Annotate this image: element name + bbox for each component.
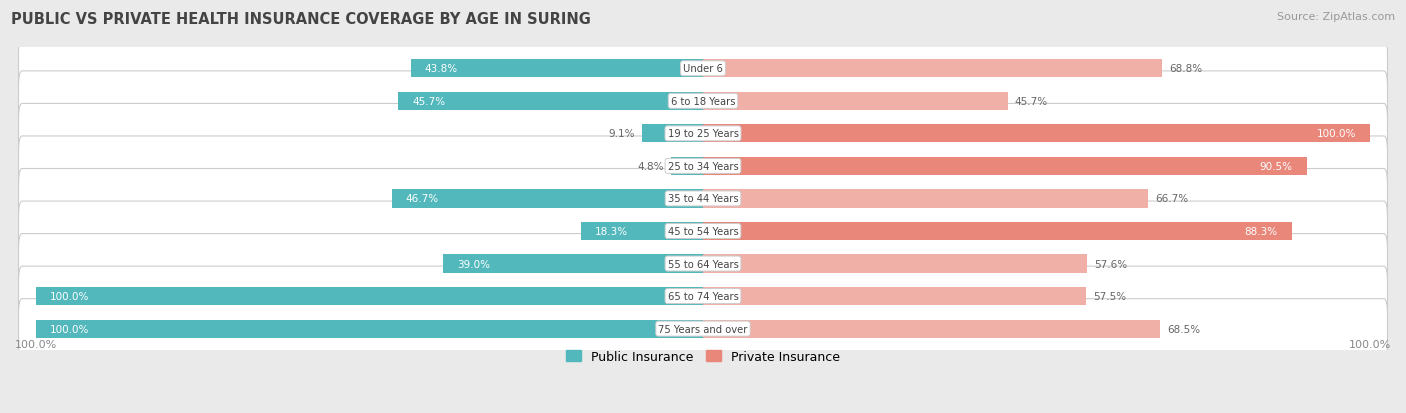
Bar (411, 60, 703, 78)
Text: 19 to 25 Years: 19 to 25 Years (668, 129, 738, 139)
Text: 45 to 54 Years: 45 to 54 Years (668, 226, 738, 236)
Bar (703, 287, 1087, 306)
Text: 75 Years and over: 75 Years and over (658, 324, 748, 334)
Bar (703, 60, 1161, 78)
Text: 100.0%: 100.0% (1316, 129, 1355, 139)
Bar (703, 93, 1008, 111)
FancyBboxPatch shape (18, 169, 1388, 229)
Text: 100.0%: 100.0% (51, 324, 90, 334)
Text: 100.0%: 100.0% (51, 291, 90, 301)
Text: 57.6%: 57.6% (1094, 259, 1128, 269)
Bar (443, 255, 703, 273)
FancyBboxPatch shape (18, 72, 1388, 131)
Legend: Public Insurance, Private Insurance: Public Insurance, Private Insurance (561, 345, 845, 368)
Text: 45.7%: 45.7% (412, 97, 446, 107)
Text: Under 6: Under 6 (683, 64, 723, 74)
Bar (581, 222, 703, 240)
FancyBboxPatch shape (18, 266, 1388, 326)
FancyBboxPatch shape (18, 137, 1388, 196)
Text: 68.8%: 68.8% (1168, 64, 1202, 74)
Bar (703, 255, 1087, 273)
Text: 35 to 44 Years: 35 to 44 Years (668, 194, 738, 204)
Bar (703, 222, 1292, 240)
Bar (703, 320, 1160, 338)
Text: 57.5%: 57.5% (1094, 291, 1126, 301)
Text: 66.7%: 66.7% (1154, 194, 1188, 204)
Text: 18.3%: 18.3% (595, 226, 628, 236)
FancyBboxPatch shape (18, 299, 1388, 358)
Bar (671, 157, 703, 176)
Text: 39.0%: 39.0% (457, 259, 489, 269)
Text: 6 to 18 Years: 6 to 18 Years (671, 97, 735, 107)
Bar (37, 287, 703, 306)
FancyBboxPatch shape (18, 39, 1388, 99)
Bar (398, 93, 703, 111)
Bar (703, 157, 1306, 176)
Text: 45.7%: 45.7% (1015, 97, 1047, 107)
Text: 100.0%: 100.0% (15, 339, 58, 349)
FancyBboxPatch shape (18, 104, 1388, 164)
Bar (391, 190, 703, 208)
Text: 68.5%: 68.5% (1167, 324, 1199, 334)
Text: PUBLIC VS PRIVATE HEALTH INSURANCE COVERAGE BY AGE IN SURING: PUBLIC VS PRIVATE HEALTH INSURANCE COVER… (11, 12, 591, 27)
Bar (643, 125, 703, 143)
Text: 9.1%: 9.1% (609, 129, 636, 139)
Text: Source: ZipAtlas.com: Source: ZipAtlas.com (1277, 12, 1395, 22)
Text: 46.7%: 46.7% (405, 194, 439, 204)
Text: 43.8%: 43.8% (425, 64, 458, 74)
Text: 90.5%: 90.5% (1260, 161, 1292, 171)
Text: 88.3%: 88.3% (1244, 226, 1278, 236)
Text: 55 to 64 Years: 55 to 64 Years (668, 259, 738, 269)
Bar (703, 190, 1147, 208)
Bar (703, 125, 1369, 143)
Text: 25 to 34 Years: 25 to 34 Years (668, 161, 738, 171)
Text: 100.0%: 100.0% (1348, 339, 1391, 349)
FancyBboxPatch shape (18, 234, 1388, 294)
Text: 65 to 74 Years: 65 to 74 Years (668, 291, 738, 301)
Text: 4.8%: 4.8% (637, 161, 664, 171)
FancyBboxPatch shape (18, 202, 1388, 261)
Bar (37, 320, 703, 338)
